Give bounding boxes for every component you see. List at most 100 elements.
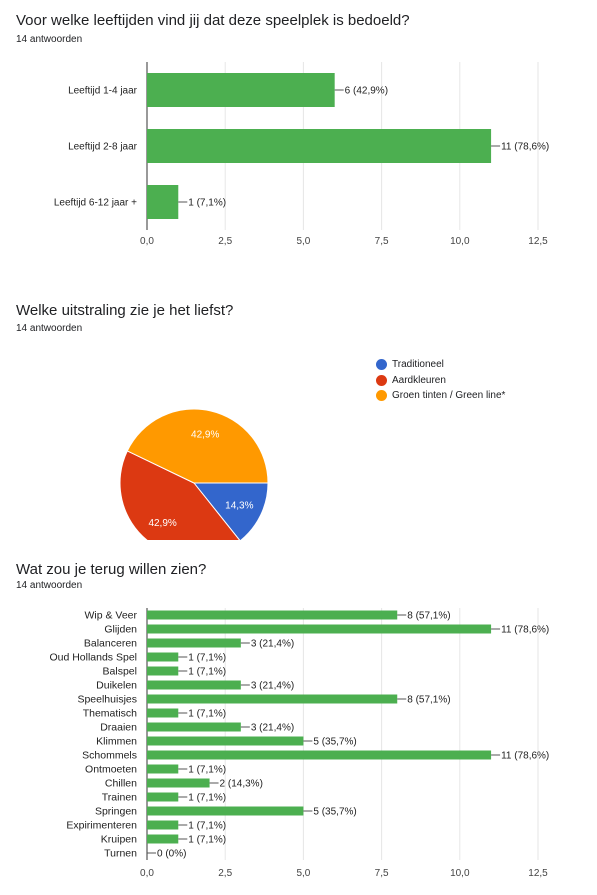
x-tick-label: 5,0 bbox=[296, 868, 310, 879]
category-label: Leeftijd 2-8 jaar bbox=[68, 142, 138, 153]
legend-item-traditioneel: Traditioneel bbox=[376, 359, 444, 370]
question-1: Voor welke leeftijden vind jij dat deze … bbox=[0, 0, 597, 290]
category-label: Turnen bbox=[104, 848, 137, 860]
response-count: 14 antwoorden bbox=[16, 34, 83, 45]
slice-label: 14,3% bbox=[225, 500, 253, 511]
x-tick-label: 7,5 bbox=[375, 236, 389, 247]
x-tick-label: 2,5 bbox=[218, 236, 232, 247]
pie-slice bbox=[192, 482, 269, 540]
age-bar-chart: 0,0 2,5 5,0 7,5 10,0 12,5 Leeftijd 1-4 jaar 6 (… bbox=[54, 62, 549, 247]
bar bbox=[147, 73, 335, 107]
question-title: Wat zou je terug willen zien? bbox=[16, 561, 207, 578]
bar bbox=[147, 722, 241, 732]
data-label: 1 (7,1%) bbox=[188, 198, 226, 209]
category-label: Leeftijd 6-12 jaar + bbox=[54, 198, 137, 209]
data-label: 1 (7,1%) bbox=[188, 765, 226, 776]
question-title: Voor welke leeftijden vind jij dat deze … bbox=[16, 12, 410, 29]
bar bbox=[147, 820, 179, 830]
question-title: Welke uitstraling zie je het liefst? bbox=[16, 302, 234, 319]
pie-slice bbox=[126, 408, 269, 484]
data-label: 1 (7,1%) bbox=[188, 821, 226, 832]
data-label: 8 (57,1%) bbox=[407, 695, 450, 706]
bar bbox=[147, 610, 398, 620]
slice-label: 42,9% bbox=[191, 429, 219, 440]
legend-item-aardkleuren: Aardkleuren bbox=[376, 375, 446, 386]
response-count: 14 antwoorden bbox=[16, 323, 83, 334]
category-label: Klimmen bbox=[96, 736, 137, 748]
category-label: Wip & Veer bbox=[84, 610, 137, 622]
data-label: 11 (78,6%) bbox=[501, 751, 549, 762]
data-label: 1 (7,1%) bbox=[188, 653, 226, 664]
category-label: Balanceren bbox=[84, 638, 137, 650]
data-label: 1 (7,1%) bbox=[188, 793, 226, 804]
question-3: Wat zou je terug willen zien? 14 antwoor… bbox=[0, 550, 597, 895]
data-label: 1 (7,1%) bbox=[188, 709, 226, 720]
category-label: Speelhuisjes bbox=[77, 694, 137, 706]
data-label: 6 (42,9%) bbox=[345, 86, 388, 97]
data-label: 1 (7,1%) bbox=[188, 835, 226, 846]
x-tick-label: 10,0 bbox=[450, 868, 470, 879]
category-label: Schommels bbox=[82, 750, 137, 762]
category-label: Leeftijd 1-4 jaar bbox=[68, 86, 138, 97]
category-label: Glijden bbox=[104, 624, 137, 636]
bar bbox=[147, 778, 210, 788]
category-label: Ontmoeten bbox=[85, 764, 137, 776]
bar bbox=[147, 834, 179, 844]
question-2: Welke uitstraling zie je het liefst? 14 … bbox=[0, 290, 597, 550]
category-label: Oud Hollands Spel bbox=[49, 652, 137, 664]
legend-swatch bbox=[376, 375, 387, 386]
bar bbox=[147, 185, 179, 219]
pie-slice bbox=[119, 450, 241, 540]
x-tick-label: 5,0 bbox=[296, 236, 310, 247]
category-label: Kruipen bbox=[101, 834, 137, 846]
data-label: 1 (7,1%) bbox=[188, 667, 226, 678]
category-label: Springen bbox=[95, 806, 137, 818]
bar bbox=[147, 652, 179, 662]
bar bbox=[147, 680, 241, 690]
bar bbox=[147, 750, 492, 760]
x-tick-label: 0,0 bbox=[140, 236, 154, 247]
category-label: Balspel bbox=[103, 666, 137, 678]
bar bbox=[147, 736, 304, 746]
bar bbox=[147, 806, 304, 816]
category-label: Expirimenteren bbox=[66, 820, 137, 832]
data-label: 2 (14,3%) bbox=[220, 779, 263, 790]
data-label: 0 (0%) bbox=[157, 849, 186, 860]
legend-label: Traditioneel bbox=[392, 359, 444, 370]
legend-label: Aardkleuren bbox=[392, 375, 446, 386]
bar bbox=[147, 708, 179, 718]
bar bbox=[147, 792, 179, 802]
x-tick-label: 10,0 bbox=[450, 236, 470, 247]
x-tick-label: 12,5 bbox=[528, 868, 548, 879]
bar bbox=[147, 624, 492, 634]
legend-swatch bbox=[376, 390, 387, 401]
response-count: 14 antwoorden bbox=[16, 580, 83, 591]
x-tick-label: 12,5 bbox=[528, 236, 548, 247]
data-label: 3 (21,4%) bbox=[251, 681, 294, 692]
x-tick-label: 7,5 bbox=[375, 868, 389, 879]
bar bbox=[147, 638, 241, 648]
data-label: 3 (21,4%) bbox=[251, 639, 294, 650]
legend-swatch bbox=[376, 359, 387, 370]
data-label: 3 (21,4%) bbox=[251, 723, 294, 734]
category-label: Chillen bbox=[105, 778, 137, 790]
style-pie-chart: 14,3% 42,9% 42,9% bbox=[119, 408, 269, 540]
legend-label: Groen tinten / Green line* bbox=[392, 390, 506, 401]
category-label: Duikelen bbox=[96, 680, 137, 692]
wishes-bar-chart: 0,0 2,5 5,0 7,5 10,0 12,5 Wip & Veer 8 (57,1%) G… bbox=[49, 608, 549, 879]
x-tick-label: 2,5 bbox=[218, 868, 232, 879]
data-label: 11 (78,6%) bbox=[501, 625, 549, 636]
data-label: 5 (35,7%) bbox=[313, 737, 356, 748]
data-label: 11 (78,6%) bbox=[501, 142, 549, 153]
category-label: Draaien bbox=[100, 722, 137, 734]
data-label: 8 (57,1%) bbox=[407, 611, 450, 622]
category-label: Trainen bbox=[102, 792, 137, 804]
category-label: Thematisch bbox=[83, 708, 137, 720]
slice-label: 42,9% bbox=[148, 518, 176, 529]
bar bbox=[147, 694, 398, 704]
x-tick-label: 0,0 bbox=[140, 868, 154, 879]
bar bbox=[147, 129, 492, 163]
legend-item-groen-tinten: Groen tinten / Green line* bbox=[376, 390, 505, 401]
data-label: 5 (35,7%) bbox=[313, 807, 356, 818]
bar bbox=[147, 764, 179, 774]
